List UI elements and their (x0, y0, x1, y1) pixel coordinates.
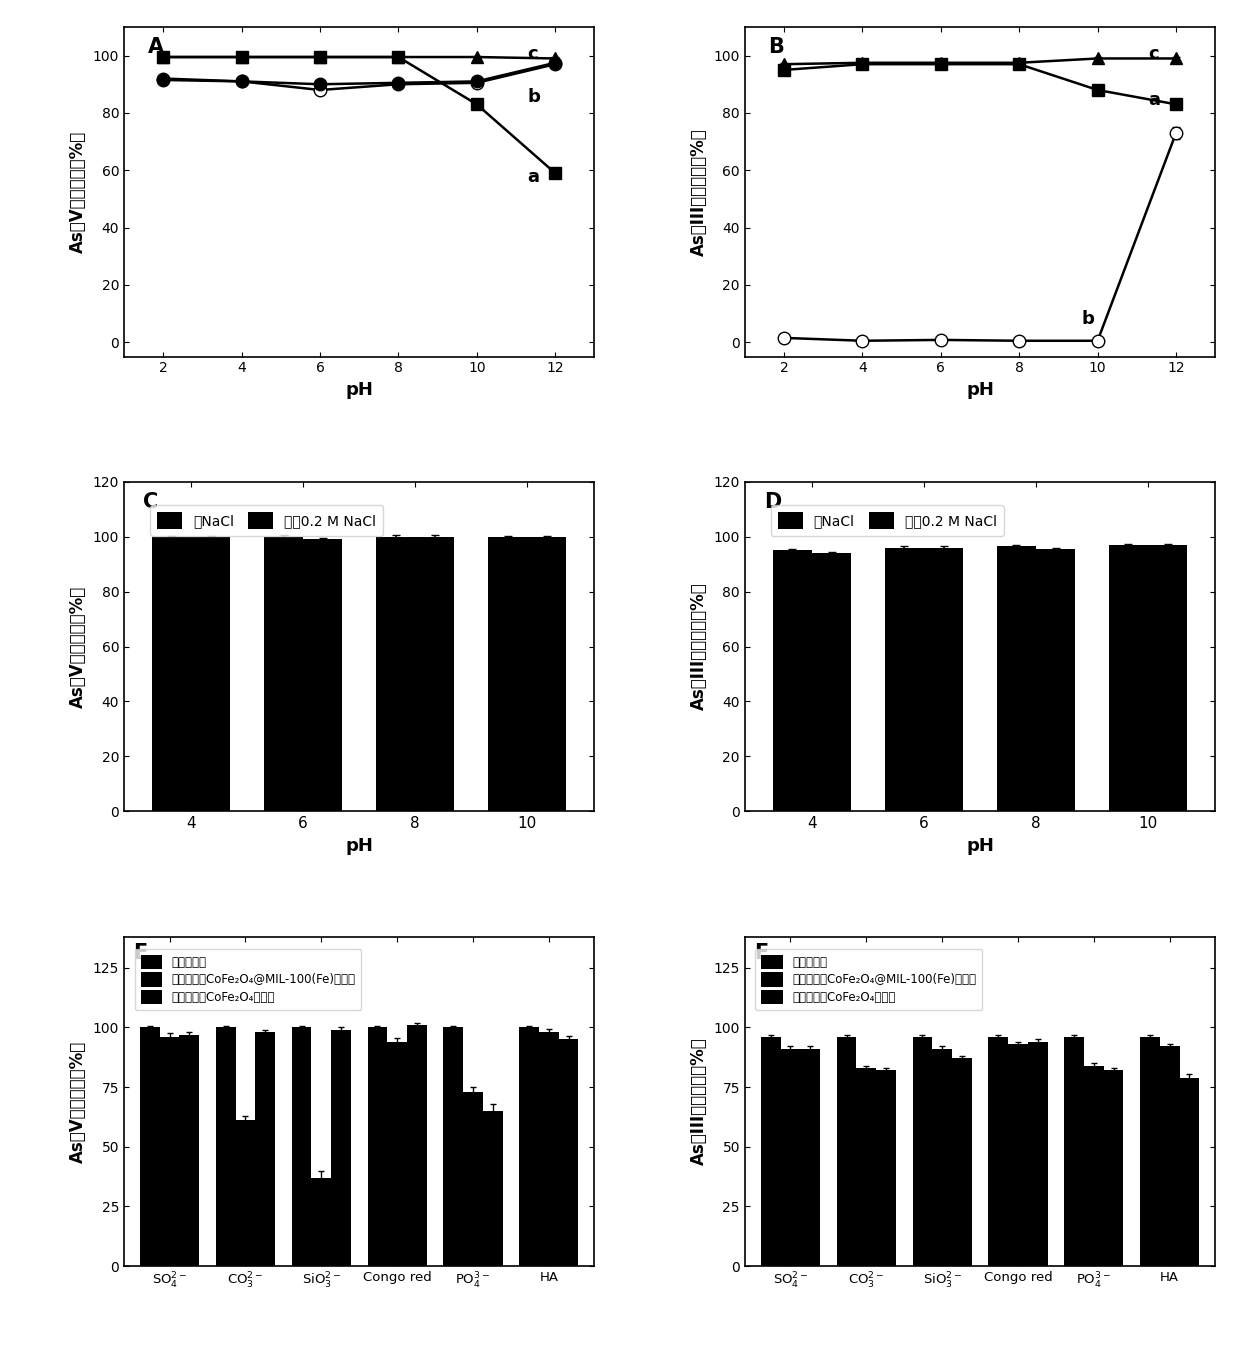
Bar (520, 1028, 539, 1266)
Bar (489, 536, 527, 811)
Bar (1140, 1037, 1159, 1266)
Bar (140, 1028, 160, 1266)
Bar (1109, 546, 1148, 811)
Bar (997, 547, 1037, 811)
Bar (1179, 1078, 1199, 1266)
Y-axis label: As（V）去除率（%）: As（V）去除率（%） (69, 1040, 87, 1162)
Bar (837, 1037, 857, 1266)
Bar (191, 536, 231, 811)
Bar (1084, 1065, 1104, 1266)
Legend: 无NaCl, 加入0.2 M NaCl: 无NaCl, 加入0.2 M NaCl (150, 505, 383, 536)
Bar (387, 1041, 407, 1266)
Bar (885, 548, 924, 811)
Bar (444, 1028, 463, 1266)
Bar (1008, 1044, 1028, 1266)
Y-axis label: As（III）去除率（%）: As（III）去除率（%） (691, 1037, 708, 1165)
Bar (1148, 546, 1187, 811)
Text: c: c (528, 46, 538, 63)
Bar (407, 1025, 427, 1266)
Bar (1037, 550, 1075, 811)
X-axis label: pH: pH (966, 381, 994, 399)
Y-axis label: As（III）去除率（%）: As（III）去除率（%） (691, 128, 708, 256)
Bar (311, 1177, 331, 1266)
Bar (857, 1068, 877, 1266)
Bar (1159, 1047, 1179, 1266)
Bar (539, 1032, 559, 1266)
Text: b: b (528, 88, 541, 106)
Y-axis label: As（V）去除率（%）: As（V）去除率（%） (69, 131, 87, 253)
Bar (988, 1037, 1008, 1266)
Bar (160, 1037, 180, 1266)
Bar (1104, 1071, 1123, 1266)
Text: b: b (1083, 310, 1095, 329)
Bar (773, 551, 812, 811)
Legend: 无NaCl, 加入0.2 M NaCl: 无NaCl, 加入0.2 M NaCl (770, 505, 1003, 536)
Text: A: A (148, 36, 164, 57)
Bar (216, 1028, 236, 1266)
Bar (952, 1059, 972, 1266)
Bar (812, 554, 851, 811)
Bar (913, 1037, 932, 1266)
Text: C: C (143, 492, 157, 512)
Bar (415, 536, 454, 811)
Bar (1064, 1037, 1084, 1266)
Bar (800, 1049, 820, 1266)
Bar (331, 1029, 351, 1266)
Bar (761, 1037, 780, 1266)
Bar (153, 536, 191, 811)
Y-axis label: As（III）去除率（%）: As（III）去除率（%） (691, 583, 708, 710)
Bar (780, 1049, 800, 1266)
Text: a: a (1148, 92, 1161, 109)
Bar (463, 1092, 482, 1266)
Legend: 无干扰离子, 干扰离子对CoFe₂O₄@MIL-100(Fe)的影响, 干扰离子对CoFe₂O₄的影响: 无干扰离子, 干扰离子对CoFe₂O₄@MIL-100(Fe)的影响, 干扰离子… (755, 950, 982, 1010)
Bar (924, 548, 963, 811)
X-axis label: pH: pH (345, 836, 373, 855)
Bar (559, 1040, 578, 1266)
X-axis label: pH: pH (966, 836, 994, 855)
Bar (932, 1049, 952, 1266)
Bar (1028, 1041, 1048, 1266)
Bar (376, 536, 415, 811)
Text: a: a (528, 168, 539, 186)
Text: B: B (769, 36, 784, 57)
Bar (255, 1032, 275, 1266)
Bar (291, 1028, 311, 1266)
Bar (236, 1121, 255, 1266)
Bar (877, 1071, 895, 1266)
Bar (264, 536, 303, 811)
Bar (482, 1111, 502, 1266)
Text: F: F (754, 943, 769, 963)
Bar (367, 1028, 387, 1266)
Text: D: D (764, 492, 781, 512)
Text: c: c (1148, 46, 1159, 63)
X-axis label: pH: pH (345, 381, 373, 399)
Text: E: E (134, 943, 148, 963)
Bar (180, 1034, 200, 1266)
Bar (303, 539, 342, 811)
Y-axis label: As（V）去除率（%）: As（V）去除率（%） (69, 586, 87, 707)
Bar (527, 536, 567, 811)
Legend: 无干扰离子, 干扰离子对CoFe₂O₄@MIL-100(Fe)的影响, 干扰离子对CoFe₂O₄的影响: 无干扰离子, 干扰离子对CoFe₂O₄@MIL-100(Fe)的影响, 干扰离子… (135, 950, 361, 1010)
